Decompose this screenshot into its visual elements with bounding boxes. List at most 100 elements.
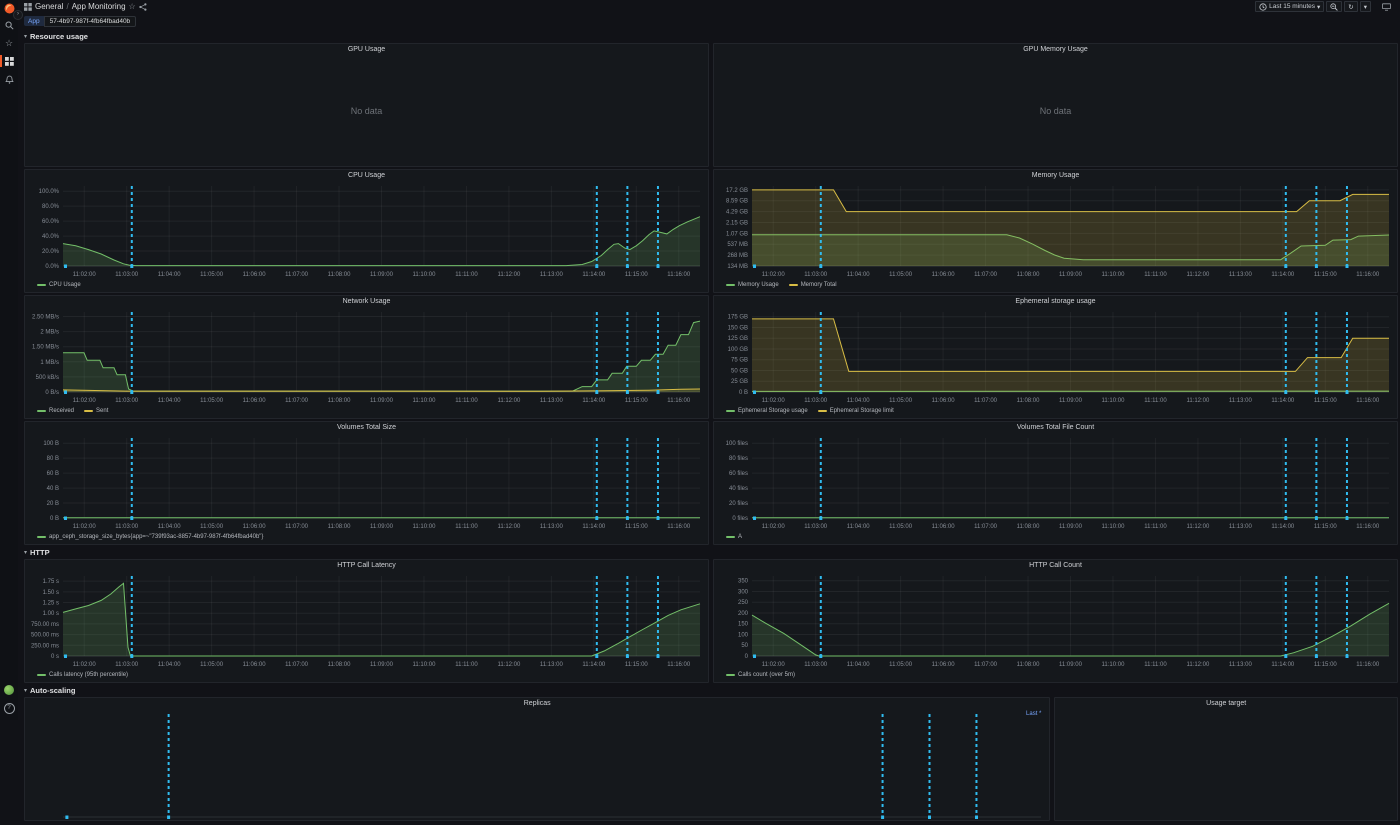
panel-replicas: Replicas Last *: [24, 697, 1050, 821]
dashboards-icon[interactable]: [0, 53, 18, 69]
panel-gpu-usage: GPU Usage No data: [24, 43, 709, 167]
svg-text:750.00 ms: 750.00 ms: [31, 621, 59, 627]
refresh-icon: ↻: [1348, 3, 1353, 11]
svg-text:11:07:00: 11:07:00: [285, 524, 309, 530]
breadcrumb-folder[interactable]: General: [35, 2, 63, 11]
dashboard-grid: ▾ Resource usage GPU Usage No data GPU M…: [18, 28, 1400, 821]
dashboard-toolbar: Last 15 minutes ▾ ↻ ▾: [1255, 1, 1394, 12]
panel-title[interactable]: GPU Usage: [25, 44, 708, 56]
panel-title[interactable]: HTTP Call Latency: [25, 560, 708, 572]
panel-title[interactable]: Usage target: [1055, 698, 1397, 710]
chart-legend: app_ceph_storage_size_bytes{app=~"739f93…: [25, 531, 708, 544]
svg-text:11:13:00: 11:13:00: [1229, 398, 1253, 404]
legend-item[interactable]: A: [726, 534, 742, 540]
dashboard-variables: App 57-4b97-987f-4fb64fbad40b: [18, 13, 1400, 28]
share-icon[interactable]: [139, 3, 147, 11]
svg-text:250: 250: [738, 600, 749, 606]
main-area: General / App Monitoring ☆ Last 15 minut…: [18, 0, 1400, 720]
help-icon[interactable]: ?: [0, 700, 18, 716]
memory-usage-chart[interactable]: 11:02:0011:03:0011:04:0011:05:0011:06:00…: [714, 182, 1397, 280]
panel-title[interactable]: CPU Usage: [25, 170, 708, 182]
svg-text:11:13:00: 11:13:00: [540, 272, 564, 278]
row-header-http[interactable]: ▾ HTTP: [24, 547, 1398, 558]
svg-text:11:06:00: 11:06:00: [932, 662, 956, 668]
panel-title[interactable]: Replicas: [25, 698, 1049, 710]
row-title: Resource usage: [30, 32, 88, 41]
kiosk-mode-button[interactable]: [1379, 1, 1394, 12]
http-call-count-chart[interactable]: 11:02:0011:03:0011:04:0011:05:0011:06:00…: [714, 572, 1397, 670]
legend-item[interactable]: Memory Usage: [726, 282, 779, 288]
favorite-star-icon[interactable]: ☆: [129, 2, 136, 11]
panel-title[interactable]: Volumes Total Size: [25, 422, 708, 434]
legend-item[interactable]: app_ceph_storage_size_bytes{app=~"739f93…: [37, 534, 263, 540]
network-usage-chart[interactable]: 11:02:0011:03:0011:04:0011:05:0011:06:00…: [25, 308, 708, 406]
svg-text:11:06:00: 11:06:00: [243, 662, 267, 668]
panel-title[interactable]: Volumes Total File Count: [714, 422, 1397, 434]
legend-item[interactable]: Calls count (over 5m): [726, 672, 795, 678]
svg-text:4.29 GB: 4.29 GB: [726, 209, 748, 215]
panel-title[interactable]: Memory Usage: [714, 170, 1397, 182]
svg-text:11:04:00: 11:04:00: [847, 398, 871, 404]
chart-legend: Calls latency (95th percentile): [25, 669, 708, 682]
volumes-file-count-chart[interactable]: 11:02:0011:03:0011:04:0011:05:0011:06:00…: [714, 434, 1397, 532]
svg-text:11:15:00: 11:15:00: [625, 524, 649, 530]
panel-title[interactable]: GPU Memory Usage: [714, 44, 1397, 56]
svg-text:11:08:00: 11:08:00: [328, 398, 352, 404]
legend-item[interactable]: Ephemeral Storage limit: [818, 408, 894, 414]
ephemeral-storage-chart[interactable]: 11:02:0011:03:0011:04:0011:05:0011:06:00…: [714, 308, 1397, 406]
panel-title[interactable]: HTTP Call Count: [714, 560, 1397, 572]
http-latency-chart[interactable]: 11:02:0011:03:0011:04:0011:05:0011:06:00…: [25, 572, 708, 670]
user-avatar[interactable]: [0, 682, 18, 698]
svg-text:11:14:00: 11:14:00: [582, 272, 606, 278]
svg-text:11:11:00: 11:11:00: [1144, 272, 1167, 278]
panel-title[interactable]: Ephemeral storage usage: [714, 296, 1397, 308]
legend-item[interactable]: Sent: [84, 408, 108, 414]
svg-text:11:06:00: 11:06:00: [932, 398, 956, 404]
legend-item[interactable]: CPU Usage: [37, 282, 81, 288]
legend-item[interactable]: Received: [37, 408, 74, 414]
legend-item[interactable]: Calls latency (95th percentile): [37, 672, 128, 678]
svg-text:11:05:00: 11:05:00: [889, 662, 913, 668]
svg-text:11:08:00: 11:08:00: [1017, 662, 1041, 668]
svg-text:11:10:00: 11:10:00: [1102, 662, 1126, 668]
dashboard-grid-icon: [24, 3, 32, 11]
zoom-out-button[interactable]: [1326, 1, 1342, 12]
variable-value-select[interactable]: 57-4b97-987f-4fb64fbad40b: [44, 16, 137, 27]
legend-item[interactable]: Memory Total: [789, 282, 837, 288]
starred-icon[interactable]: ☆: [0, 35, 18, 51]
svg-text:11:05:00: 11:05:00: [200, 272, 224, 278]
svg-text:150 GB: 150 GB: [728, 325, 748, 331]
svg-text:11:02:00: 11:02:00: [762, 272, 786, 278]
svg-text:11:10:00: 11:10:00: [1102, 524, 1126, 530]
volumes-size-chart[interactable]: 11:02:0011:03:0011:04:0011:05:0011:06:00…: [25, 434, 708, 532]
legend-item[interactable]: Ephemeral Storage usage: [726, 408, 808, 414]
sidebar-expand-button[interactable]: ›: [13, 10, 23, 20]
svg-text:11:03:00: 11:03:00: [115, 662, 139, 668]
svg-text:11:09:00: 11:09:00: [1059, 398, 1083, 404]
replicas-chart[interactable]: [25, 710, 1049, 820]
svg-text:500 kB/s: 500 kB/s: [36, 374, 59, 380]
svg-text:11:03:00: 11:03:00: [804, 662, 828, 668]
alerting-bell-icon[interactable]: [0, 71, 18, 87]
svg-text:11:11:00: 11:11:00: [455, 662, 478, 668]
refresh-button[interactable]: ↻: [1344, 1, 1357, 12]
svg-text:2 MB/s: 2 MB/s: [40, 329, 59, 335]
row-header-resource-usage[interactable]: ▾ Resource usage: [24, 31, 1398, 42]
breadcrumb-dashboard-title[interactable]: App Monitoring: [72, 2, 126, 11]
refresh-interval-caret[interactable]: ▾: [1360, 1, 1371, 12]
panel-title[interactable]: Network Usage: [25, 296, 708, 308]
svg-text:175 GB: 175 GB: [728, 314, 748, 320]
svg-text:11:12:00: 11:12:00: [497, 524, 521, 530]
svg-text:11:06:00: 11:06:00: [243, 272, 267, 278]
magnifier-icon: [1330, 3, 1338, 11]
legend-table-header[interactable]: Last *: [1026, 711, 1041, 717]
row-title: Auto-scaling: [30, 686, 75, 695]
row-header-auto-scaling[interactable]: ▾ Auto-scaling: [24, 685, 1398, 696]
time-range-picker[interactable]: Last 15 minutes ▾: [1255, 1, 1324, 12]
svg-text:11:14:00: 11:14:00: [1271, 272, 1295, 278]
svg-text:17.2 GB: 17.2 GB: [726, 187, 748, 193]
cpu-usage-chart[interactable]: 11:02:0011:03:0011:04:0011:05:0011:06:00…: [25, 182, 708, 280]
svg-text:11:16:00: 11:16:00: [1356, 398, 1380, 404]
svg-text:11:10:00: 11:10:00: [413, 398, 437, 404]
svg-text:11:04:00: 11:04:00: [847, 662, 871, 668]
